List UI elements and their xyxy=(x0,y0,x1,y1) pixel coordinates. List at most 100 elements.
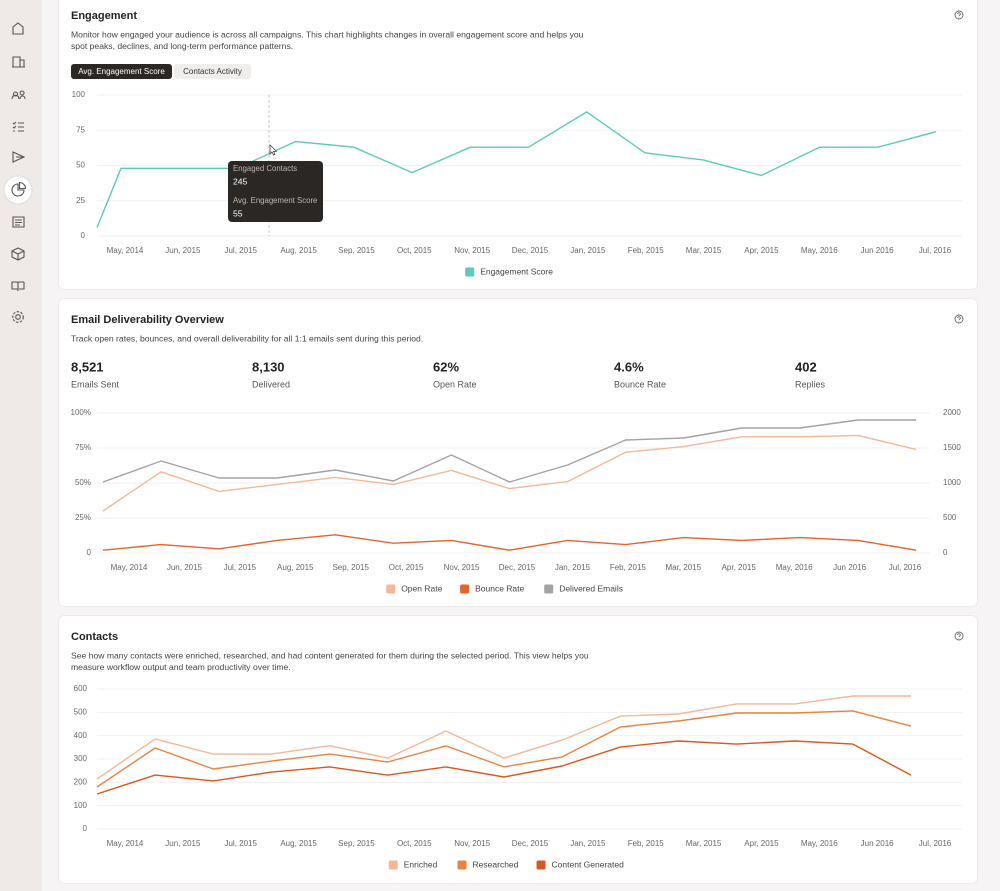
card-title: Contacts xyxy=(71,631,118,643)
y-tick-label: 25% xyxy=(75,513,91,522)
x-tick-label: May, 2014 xyxy=(107,839,144,848)
x-tick-label: Oct, 2015 xyxy=(397,246,432,255)
x-tick-label: Jun, 2015 xyxy=(165,246,201,255)
sidebar-icons xyxy=(3,22,33,323)
card-description: Monitor how engaged your audience is acr… xyxy=(71,29,584,39)
list-icon[interactable] xyxy=(12,216,25,228)
kpi-label: Open Rate xyxy=(433,379,477,389)
kpi-value: 62% xyxy=(433,359,459,374)
x-tick-label: Jun, 2015 xyxy=(165,839,201,848)
card-description: See how many contacts were enriched, res… xyxy=(71,650,589,660)
legend-label: Open Rate xyxy=(401,583,442,593)
x-tick-label: May, 2014 xyxy=(111,563,148,572)
kpi-value: 402 xyxy=(795,359,817,374)
x-tick-label: Feb, 2015 xyxy=(628,839,665,848)
x-tick-label: Jul, 2015 xyxy=(224,246,257,255)
tooltip-value: 245 xyxy=(233,176,248,186)
x-tick-label: Dec, 2015 xyxy=(512,839,549,848)
series-line xyxy=(96,740,912,795)
x-tick-label: Sep, 2015 xyxy=(338,839,375,848)
legend-swatch xyxy=(465,267,475,277)
y-tick-label: 0 xyxy=(81,231,86,240)
x-tick-label: Jul, 2016 xyxy=(919,246,952,255)
legend-swatch xyxy=(544,584,554,594)
y2-tick-label: 1000 xyxy=(943,478,961,487)
x-tick-label: Mar, 2015 xyxy=(665,563,701,572)
x-tick-label: May, 2016 xyxy=(801,246,838,255)
tab-label: Contacts Activity xyxy=(183,67,242,76)
x-tick-label: Sep, 2015 xyxy=(332,563,369,572)
x-tick-label: Jun, 2015 xyxy=(167,563,203,572)
series-line xyxy=(96,111,937,228)
report-icon[interactable] xyxy=(11,181,27,197)
home-icon[interactable] xyxy=(12,22,24,35)
tasks-icon[interactable] xyxy=(12,121,24,132)
legend-label: Content Generated xyxy=(552,859,625,869)
y2-tick-label: 1500 xyxy=(943,443,961,452)
legend-swatch xyxy=(386,584,396,594)
card-title: Email Deliverability Overview xyxy=(71,314,224,326)
x-tick-label: Dec, 2015 xyxy=(499,563,536,572)
campaign-icon[interactable] xyxy=(12,151,26,163)
kpi-label: Emails Sent xyxy=(71,379,120,389)
x-tick-label: May, 2014 xyxy=(107,246,144,255)
legend-label: Researched xyxy=(473,859,519,869)
x-tick-label: Feb, 2015 xyxy=(628,246,665,255)
y-tick-label: 200 xyxy=(74,777,88,786)
kpi-value: 8,521 xyxy=(71,359,104,374)
x-tick-label: Aug, 2015 xyxy=(277,563,314,572)
building-icon[interactable] xyxy=(12,56,25,68)
series-line xyxy=(102,434,917,512)
kpi-label: Bounce Rate xyxy=(614,379,666,389)
y-tick-label: 0 xyxy=(83,824,88,833)
x-tick-label: Apr, 2015 xyxy=(722,563,757,572)
help-icon xyxy=(954,631,964,641)
y-tick-label: 300 xyxy=(74,754,88,763)
cursor xyxy=(269,144,278,156)
x-tick-label: Jul, 2016 xyxy=(919,839,952,848)
y-tick-label: 50% xyxy=(75,478,91,487)
book-icon[interactable] xyxy=(11,281,25,292)
x-tick-label: Jun 2016 xyxy=(833,563,866,572)
tab-active[interactable] xyxy=(71,64,172,79)
x-tick-label: Mar, 2015 xyxy=(686,246,722,255)
x-tick-label: Nov, 2015 xyxy=(454,246,490,255)
x-tick-label: Aug, 2015 xyxy=(280,246,317,255)
x-tick-label: Nov, 2015 xyxy=(454,839,490,848)
x-tick-label: Jul, 2016 xyxy=(889,563,922,572)
y-tick-label: 25 xyxy=(76,196,85,205)
people-icon[interactable] xyxy=(11,90,26,100)
legend-label: Bounce Rate xyxy=(475,583,524,593)
legend-swatch xyxy=(460,584,470,594)
sidebar xyxy=(0,0,42,891)
series-line xyxy=(96,695,911,780)
card-description: Track open rates, bounces, and overall d… xyxy=(71,333,423,343)
x-tick-label: Sep, 2015 xyxy=(338,246,375,255)
tooltip-label: Engaged Contacts xyxy=(233,164,297,173)
box-icon[interactable] xyxy=(11,247,25,261)
x-tick-label: Nov, 2015 xyxy=(444,563,480,572)
tab[interactable] xyxy=(174,64,251,79)
contacts-card xyxy=(58,615,978,884)
y2-tick-label: 2000 xyxy=(943,408,961,417)
settings-ring[interactable] xyxy=(12,311,24,323)
y-tick-label: 400 xyxy=(74,731,88,740)
x-tick-label: Oct, 2015 xyxy=(397,839,432,848)
settings-icon[interactable] xyxy=(15,314,21,320)
x-tick-label: Feb, 2015 xyxy=(610,563,647,572)
x-tick-label: Jan, 2015 xyxy=(555,563,591,572)
series-line xyxy=(102,419,916,483)
legend-label: Enriched xyxy=(404,859,438,869)
x-tick-label: Aug, 2015 xyxy=(280,839,317,848)
y-tick-label: 0 xyxy=(87,548,92,557)
x-tick-label: May, 2016 xyxy=(801,839,838,848)
x-tick-label: Jun 2016 xyxy=(861,839,894,848)
tooltip-value: 55 xyxy=(233,208,243,218)
x-tick-label: Jul, 2015 xyxy=(224,563,257,572)
x-tick-label: Dec, 2015 xyxy=(512,246,549,255)
help-icon-mark xyxy=(957,12,961,18)
tooltip xyxy=(228,161,323,222)
help-icon xyxy=(954,314,964,324)
